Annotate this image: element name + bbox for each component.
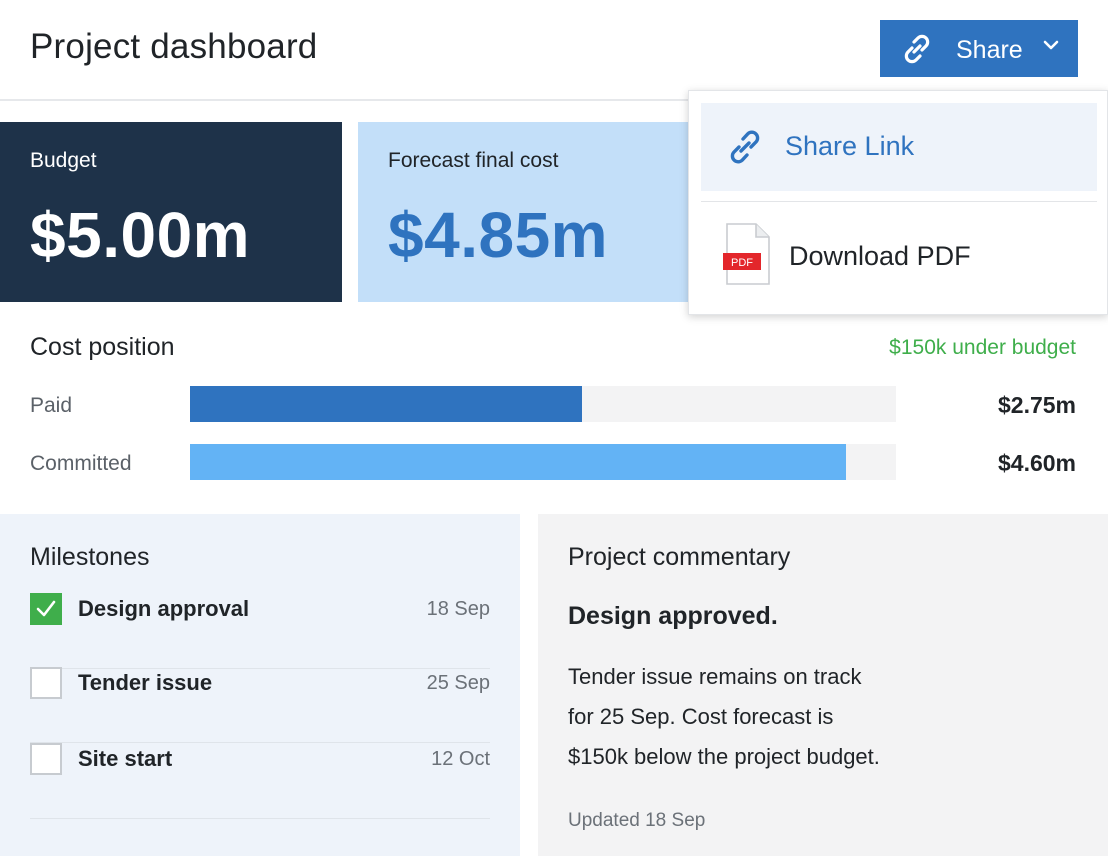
forecast-label: Forecast final cost <box>388 149 559 172</box>
download-pdf-menu-item[interactable]: PDF Download PDF <box>701 211 1097 307</box>
milestone-item: Site start 12 Oct <box>30 743 490 819</box>
bar-track <box>190 444 896 480</box>
link-icon <box>730 130 760 164</box>
budget-value: $5.00m <box>30 199 251 271</box>
milestone-item: Design approval 18 Sep <box>30 593 490 669</box>
commentary-line: for 25 Sep. Cost forecast is <box>568 704 834 729</box>
share-link-menu-item[interactable]: Share Link <box>701 103 1097 191</box>
bar-fill <box>190 444 846 480</box>
commentary-title: Project commentary <box>568 543 791 571</box>
commentary-line: Tender issue remains on track <box>568 664 862 689</box>
cost-position-title: Cost position <box>30 333 175 361</box>
forecast-card: Forecast final cost $4.85m <box>358 122 698 302</box>
link-icon <box>904 34 930 64</box>
commentary-body: Tender issue remains on track for 25 Sep… <box>568 657 928 777</box>
milestone-date: 18 Sep <box>426 598 490 620</box>
cost-bar-row-committed: Committed $4.60m <box>0 444 1108 480</box>
commentary-line: $150k below the project budget. <box>568 744 880 769</box>
checkmark-icon <box>36 600 56 617</box>
milestone-label: Tender issue <box>78 670 213 695</box>
bar-label: Paid <box>30 394 73 417</box>
budget-status: $150k under budget <box>889 336 1076 359</box>
milestone-date: 25 Sep <box>426 672 490 694</box>
commentary-headline: Design approved. <box>568 602 778 630</box>
share-dropdown-menu: Share Link PDF Download PDF <box>688 90 1108 315</box>
header: Project dashboard Share <box>0 0 1108 101</box>
download-pdf-label: Download PDF <box>789 241 971 271</box>
cost-bar-row-paid: Paid $2.75m <box>0 386 1108 422</box>
milestone-label: Site start <box>78 746 173 771</box>
pdf-badge-label: PDF <box>731 257 753 269</box>
milestone-date: 12 Oct <box>431 748 490 770</box>
forecast-value: $4.85m <box>388 199 609 271</box>
budget-label: Budget <box>30 149 97 172</box>
milestone-checkbox[interactable] <box>30 743 62 775</box>
bar-value: $2.75m <box>997 392 1076 418</box>
milestones-title: Milestones <box>30 543 150 571</box>
commentary-panel: Project commentary Design approved. Tend… <box>538 514 1108 856</box>
page-title: Project dashboard <box>30 27 318 66</box>
share-label: Share <box>956 36 1023 64</box>
budget-card: Budget $5.00m <box>0 122 342 302</box>
milestone-checkbox[interactable] <box>30 593 62 625</box>
bar-track <box>190 386 896 422</box>
bar-fill <box>190 386 582 422</box>
bar-value: $4.60m <box>997 450 1076 476</box>
milestones-panel: Milestones Design approval 18 Sep Tender… <box>0 514 520 856</box>
share-button[interactable]: Share <box>880 20 1078 77</box>
commentary-updated: Updated 18 Sep <box>568 810 706 831</box>
chevron-down-icon[interactable] <box>1043 40 1059 52</box>
milestone-item: Tender issue 25 Sep <box>30 667 490 743</box>
pdf-file-icon: PDF <box>723 223 770 285</box>
share-link-label: Share Link <box>785 131 915 161</box>
bar-label: Committed <box>30 452 132 475</box>
milestone-label: Design approval <box>78 596 250 621</box>
menu-divider <box>701 201 1097 202</box>
milestone-checkbox[interactable] <box>30 667 62 699</box>
